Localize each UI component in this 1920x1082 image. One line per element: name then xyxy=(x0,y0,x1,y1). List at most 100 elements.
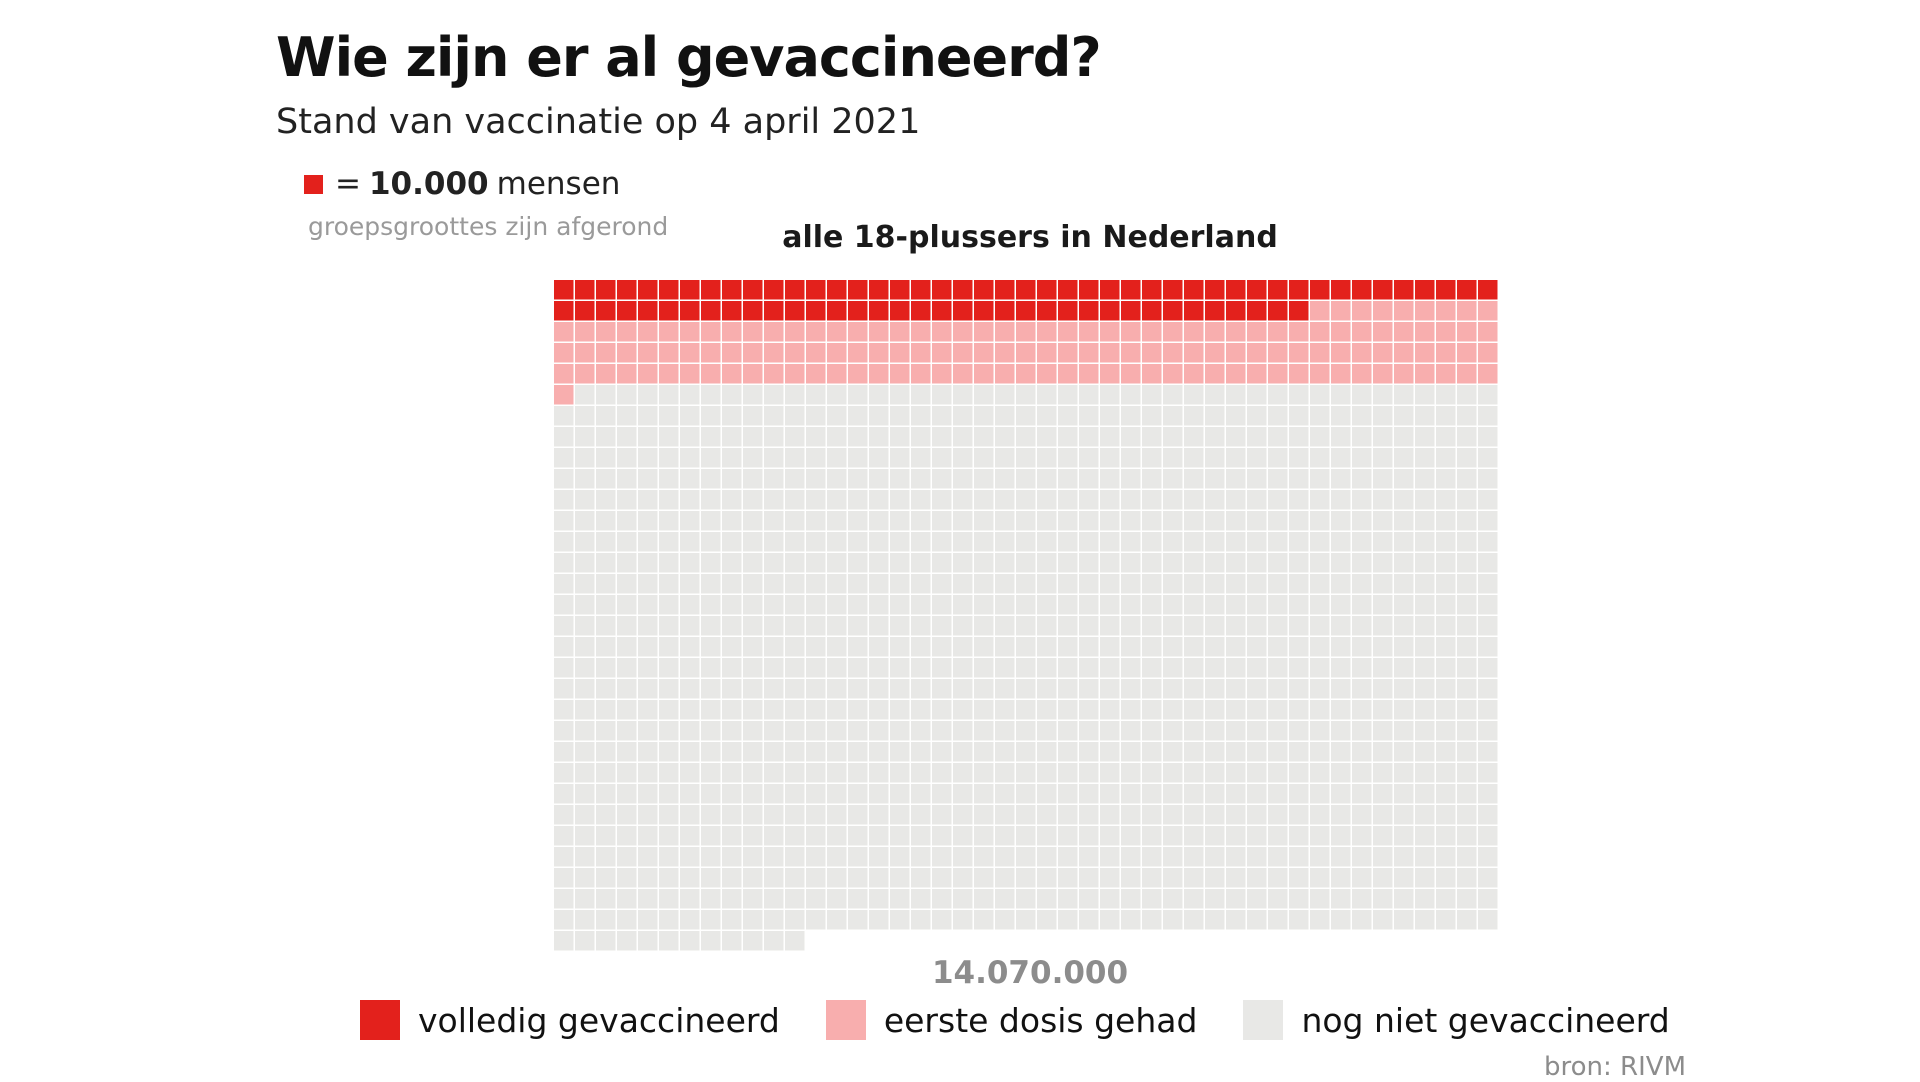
waffle-square-not-vaccinated xyxy=(1373,805,1393,825)
waffle-square-not-vaccinated xyxy=(1436,658,1456,678)
waffle-square-not-vaccinated xyxy=(575,679,595,699)
waffle-square-not-vaccinated xyxy=(890,742,910,762)
waffle-square-not-vaccinated xyxy=(848,826,868,846)
waffle-square-not-vaccinated xyxy=(638,616,658,636)
waffle-square-not-vaccinated xyxy=(1415,868,1435,888)
waffle-square-first-dose xyxy=(953,343,973,363)
waffle-square-not-vaccinated xyxy=(554,742,574,762)
waffle-square-not-vaccinated xyxy=(1121,889,1141,909)
waffle-square-fully xyxy=(806,280,826,300)
waffle-square-not-vaccinated xyxy=(1352,868,1372,888)
waffle-square-not-vaccinated xyxy=(617,511,637,531)
waffle-square-not-vaccinated xyxy=(1163,847,1183,867)
waffle-square-not-vaccinated xyxy=(1268,469,1288,489)
waffle-square-not-vaccinated xyxy=(617,637,637,657)
waffle-square-not-vaccinated xyxy=(1037,532,1057,552)
waffle-square-not-vaccinated xyxy=(785,511,805,531)
waffle-square-first-dose xyxy=(1352,322,1372,342)
waffle-square-not-vaccinated xyxy=(1373,385,1393,405)
waffle-square-first-dose xyxy=(1415,322,1435,342)
waffle-square-not-vaccinated xyxy=(1289,427,1309,447)
waffle-square-fully xyxy=(848,301,868,321)
waffle-square-first-dose xyxy=(785,343,805,363)
waffle-square-not-vaccinated xyxy=(1163,889,1183,909)
waffle-square-not-vaccinated xyxy=(1037,469,1057,489)
waffle-square-not-vaccinated xyxy=(1037,553,1057,573)
waffle-square-fully xyxy=(701,280,721,300)
waffle-square-not-vaccinated xyxy=(1289,910,1309,930)
waffle-square-first-dose xyxy=(1478,322,1498,342)
waffle-square-not-vaccinated xyxy=(1100,406,1120,426)
waffle-square-not-vaccinated xyxy=(1163,574,1183,594)
waffle-square-not-vaccinated xyxy=(1415,595,1435,615)
waffle-square-not-vaccinated xyxy=(785,595,805,615)
waffle-square-not-vaccinated xyxy=(869,910,889,930)
waffle-square-not-vaccinated xyxy=(1289,889,1309,909)
waffle-square-not-vaccinated xyxy=(1310,868,1330,888)
waffle-square-not-vaccinated xyxy=(743,637,763,657)
waffle-square-not-vaccinated xyxy=(827,511,847,531)
waffle-square-first-dose xyxy=(1016,322,1036,342)
waffle-square-not-vaccinated xyxy=(575,532,595,552)
waffle-square-not-vaccinated xyxy=(638,574,658,594)
waffle-square-not-vaccinated xyxy=(1121,469,1141,489)
waffle-square-not-vaccinated xyxy=(1457,595,1477,615)
waffle-square-not-vaccinated xyxy=(1310,385,1330,405)
waffle-square-not-vaccinated xyxy=(617,847,637,867)
waffle-square-not-vaccinated xyxy=(1436,910,1456,930)
waffle-square-not-vaccinated xyxy=(680,595,700,615)
waffle-square-not-vaccinated xyxy=(1079,826,1099,846)
legend-swatch-not-vaccinated xyxy=(1243,1000,1284,1040)
waffle-square-not-vaccinated xyxy=(1394,763,1414,783)
waffle-square-not-vaccinated xyxy=(1037,721,1057,741)
waffle-square-not-vaccinated xyxy=(932,616,952,636)
waffle-square-not-vaccinated xyxy=(680,511,700,531)
waffle-square-not-vaccinated xyxy=(1478,553,1498,573)
waffle-square-not-vaccinated xyxy=(785,637,805,657)
waffle-square-not-vaccinated xyxy=(869,700,889,720)
waffle-square-not-vaccinated xyxy=(827,658,847,678)
waffle-square-not-vaccinated xyxy=(785,826,805,846)
waffle-square-not-vaccinated xyxy=(1331,574,1351,594)
waffle-square-not-vaccinated xyxy=(701,574,721,594)
waffle-square-not-vaccinated xyxy=(1373,700,1393,720)
waffle-square-not-vaccinated xyxy=(932,637,952,657)
waffle-square-not-vaccinated xyxy=(1268,490,1288,510)
waffle-square-not-vaccinated xyxy=(596,574,616,594)
waffle-square-not-vaccinated xyxy=(596,805,616,825)
waffle-square-first-dose xyxy=(1247,343,1267,363)
waffle-square-not-vaccinated xyxy=(1121,574,1141,594)
waffle-square-not-vaccinated xyxy=(617,868,637,888)
waffle-square-not-vaccinated xyxy=(764,868,784,888)
waffle-square-not-vaccinated xyxy=(722,427,742,447)
waffle-square-not-vaccinated xyxy=(974,406,994,426)
waffle-square-not-vaccinated xyxy=(1415,658,1435,678)
waffle-square-not-vaccinated xyxy=(701,805,721,825)
waffle-square-fully xyxy=(1394,280,1414,300)
waffle-square-not-vaccinated xyxy=(554,616,574,636)
waffle-square-not-vaccinated xyxy=(617,469,637,489)
waffle-square-not-vaccinated xyxy=(1310,595,1330,615)
waffle-square-fully xyxy=(554,280,574,300)
waffle-square-not-vaccinated xyxy=(911,637,931,657)
waffle-square-not-vaccinated xyxy=(764,469,784,489)
waffle-square-not-vaccinated xyxy=(1457,448,1477,468)
waffle-square-fully xyxy=(890,301,910,321)
waffle-square-not-vaccinated xyxy=(554,910,574,930)
waffle-square-not-vaccinated xyxy=(1058,763,1078,783)
waffle-square-not-vaccinated xyxy=(1226,910,1246,930)
waffle-square-not-vaccinated xyxy=(1226,826,1246,846)
waffle-square-not-vaccinated xyxy=(659,805,679,825)
waffle-square-first-dose xyxy=(722,364,742,384)
waffle-square-not-vaccinated xyxy=(995,511,1015,531)
waffle-square-fully xyxy=(596,280,616,300)
waffle-square-not-vaccinated xyxy=(1478,595,1498,615)
waffle-square-not-vaccinated xyxy=(638,826,658,846)
waffle-square-not-vaccinated xyxy=(1373,469,1393,489)
waffle-square-not-vaccinated xyxy=(806,910,826,930)
waffle-square-not-vaccinated xyxy=(1352,448,1372,468)
waffle-square-not-vaccinated xyxy=(575,742,595,762)
waffle-square-not-vaccinated xyxy=(1100,742,1120,762)
waffle-square-first-dose xyxy=(1268,322,1288,342)
waffle-square-first-dose xyxy=(1163,343,1183,363)
